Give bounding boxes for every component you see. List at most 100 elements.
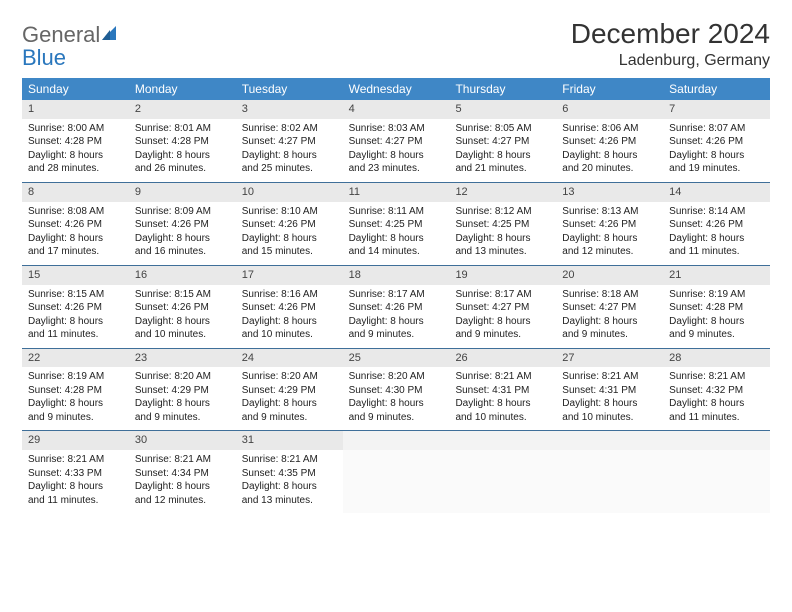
cell-line-d2: and 9 minutes. [349, 411, 444, 425]
cell-line-d2: and 9 minutes. [135, 411, 230, 425]
cell-line-d1: Daylight: 8 hours [562, 232, 657, 246]
cell-line-d2: and 20 minutes. [562, 162, 657, 176]
calendar-cell: 3Sunrise: 8:02 AMSunset: 4:27 PMDaylight… [236, 100, 343, 182]
day-number: 6 [556, 100, 663, 119]
cell-line-d2: and 23 minutes. [349, 162, 444, 176]
cell-body: Sunrise: 8:15 AMSunset: 4:26 PMDaylight:… [22, 285, 129, 348]
cell-line-d1: Daylight: 8 hours [242, 480, 337, 494]
logo-text-general: General [22, 22, 100, 47]
day-number: 29 [22, 431, 129, 450]
calendar-cell: 27 Sunrise: 8:21 AMSunset: 4:31 PMDayligh… [556, 349, 663, 431]
cell-line-d1: Daylight: 8 hours [669, 149, 764, 163]
cell-line-sr: Sunrise: 8:05 AM [455, 122, 550, 136]
calendar: Sunday Monday Tuesday Wednesday Thursday… [22, 78, 770, 513]
calendar-cell: 25Sunrise: 8:20 AMSunset: 4:30 PMDayligh… [343, 349, 450, 431]
cell-line-d2: and 12 minutes. [562, 245, 657, 259]
cell-line-sr: Sunrise: 8:21 AM [455, 370, 550, 384]
cell-line-d2: and 21 minutes. [455, 162, 550, 176]
cell-line-sr: Sunrise: 8:21 AM [562, 370, 657, 384]
cell-line-d1: Daylight: 8 hours [28, 480, 123, 494]
cell-body: Sunrise: 8:00 AMSunset: 4:28 PMDaylight:… [22, 119, 129, 182]
cell-line-sr: Sunrise: 8:15 AM [135, 288, 230, 302]
cell-line-d1: Daylight: 8 hours [562, 397, 657, 411]
cell-body: Sunrise: 8:17 AMSunset: 4:27 PMDaylight:… [449, 285, 556, 348]
day-number: 18 [343, 266, 450, 285]
day-number: 22 [22, 349, 129, 368]
day-number [343, 431, 450, 450]
cell-line-d2: and 10 minutes. [135, 328, 230, 342]
cell-body: Sunrise: 8:12 AMSunset: 4:25 PMDaylight:… [449, 202, 556, 265]
cell-line-d2: and 10 minutes. [455, 411, 550, 425]
day-number: 14 [663, 183, 770, 202]
cell-body: Sunrise: 8:02 AMSunset: 4:27 PMDaylight:… [236, 119, 343, 182]
cell-line-ss: Sunset: 4:32 PM [669, 384, 764, 398]
day-number: 15 [22, 266, 129, 285]
cell-line-d1: Daylight: 8 hours [349, 149, 444, 163]
calendar-cell: 29Sunrise: 8:21 AMSunset: 4:33 PMDayligh… [22, 431, 129, 513]
day-header: Friday [556, 78, 663, 100]
cell-line-ss: Sunset: 4:31 PM [562, 384, 657, 398]
cell-line-sr: Sunrise: 8:19 AM [28, 370, 123, 384]
cell-line-d1: Daylight: 8 hours [242, 315, 337, 329]
calendar-cell: 22Sunrise: 8:19 AMSunset: 4:28 PMDayligh… [22, 349, 129, 431]
day-number: 10 [236, 183, 343, 202]
cell-line-d1: Daylight: 8 hours [669, 232, 764, 246]
cell-line-d1: Daylight: 8 hours [135, 232, 230, 246]
title-block: December 2024 Ladenburg, Germany [571, 18, 770, 70]
logo-text-wrap: General Blue [22, 24, 118, 70]
cell-body: Sunrise: 8:21 AMSunset: 4:33 PMDaylight:… [22, 450, 129, 513]
page-header: General Blue December 2024 Ladenburg, Ge… [22, 18, 770, 70]
calendar-cell: 11Sunrise: 8:11 AMSunset: 4:25 PMDayligh… [343, 183, 450, 265]
cell-line-ss: Sunset: 4:25 PM [349, 218, 444, 232]
cell-line-ss: Sunset: 4:28 PM [28, 384, 123, 398]
day-number: 19 [449, 266, 556, 285]
cell-line-d1: Daylight: 8 hours [135, 397, 230, 411]
cell-body: Sunrise: 8:07 AMSunset: 4:26 PMDaylight:… [663, 119, 770, 182]
cell-line-sr: Sunrise: 8:20 AM [135, 370, 230, 384]
day-number: 4 [343, 100, 450, 119]
calendar-cell: 13Sunrise: 8:13 AMSunset: 4:26 PMDayligh… [556, 183, 663, 265]
day-number: 27 [556, 349, 663, 368]
cell-body: Sunrise: 8:19 AMSunset: 4:28 PMDaylight:… [663, 285, 770, 348]
calendar-cell: 4Sunrise: 8:03 AMSunset: 4:27 PMDaylight… [343, 100, 450, 182]
cell-line-ss: Sunset: 4:28 PM [28, 135, 123, 149]
day-number: 7 [663, 100, 770, 119]
cell-line-d1: Daylight: 8 hours [242, 149, 337, 163]
cell-line-ss: Sunset: 4:27 PM [455, 135, 550, 149]
cell-body: Sunrise: 8:15 AMSunset: 4:26 PMDaylight:… [129, 285, 236, 348]
calendar-cell [343, 431, 450, 513]
week-row: 1Sunrise: 8:00 AMSunset: 4:28 PMDaylight… [22, 100, 770, 183]
cell-line-ss: Sunset: 4:26 PM [669, 218, 764, 232]
calendar-cell: 18Sunrise: 8:17 AMSunset: 4:26 PMDayligh… [343, 266, 450, 348]
cell-line-d1: Daylight: 8 hours [455, 315, 550, 329]
cell-line-sr: Sunrise: 8:21 AM [669, 370, 764, 384]
cell-line-d2: and 10 minutes. [562, 411, 657, 425]
day-number: 5 [449, 100, 556, 119]
cell-line-ss: Sunset: 4:34 PM [135, 467, 230, 481]
cell-line-sr: Sunrise: 8:16 AM [242, 288, 337, 302]
cell-line-d2: and 13 minutes. [242, 494, 337, 508]
calendar-cell: 7Sunrise: 8:07 AMSunset: 4:26 PMDaylight… [663, 100, 770, 182]
day-header: Wednesday [343, 78, 450, 100]
calendar-cell: 24Sunrise: 8:20 AMSunset: 4:29 PMDayligh… [236, 349, 343, 431]
cell-body: Sunrise: 8:06 AMSunset: 4:26 PMDaylight:… [556, 119, 663, 182]
cell-line-d2: and 12 minutes. [135, 494, 230, 508]
cell-line-sr: Sunrise: 8:19 AM [669, 288, 764, 302]
day-number [663, 431, 770, 450]
calendar-cell: 16Sunrise: 8:15 AMSunset: 4:26 PMDayligh… [129, 266, 236, 348]
calendar-cell: 31Sunrise: 8:21 AMSunset: 4:35 PMDayligh… [236, 431, 343, 513]
cell-line-ss: Sunset: 4:27 PM [242, 135, 337, 149]
day-number: 2 [129, 100, 236, 119]
logo-text-blue: Blue [22, 45, 66, 70]
cell-line-d1: Daylight: 8 hours [349, 397, 444, 411]
cell-line-d2: and 11 minutes. [669, 411, 764, 425]
cell-body: Sunrise: 8:21 AMSunset: 4:31 PMDaylight:… [449, 367, 556, 430]
calendar-cell: 20Sunrise: 8:18 AMSunset: 4:27 PMDayligh… [556, 266, 663, 348]
cell-body: Sunrise: 8:08 AMSunset: 4:26 PMDaylight:… [22, 202, 129, 265]
day-number [556, 431, 663, 450]
weeks-container: 1Sunrise: 8:00 AMSunset: 4:28 PMDaylight… [22, 100, 770, 513]
cell-line-d1: Daylight: 8 hours [135, 315, 230, 329]
day-number: 26 [449, 349, 556, 368]
cell-line-d1: Daylight: 8 hours [349, 315, 444, 329]
day-header: Thursday [449, 78, 556, 100]
